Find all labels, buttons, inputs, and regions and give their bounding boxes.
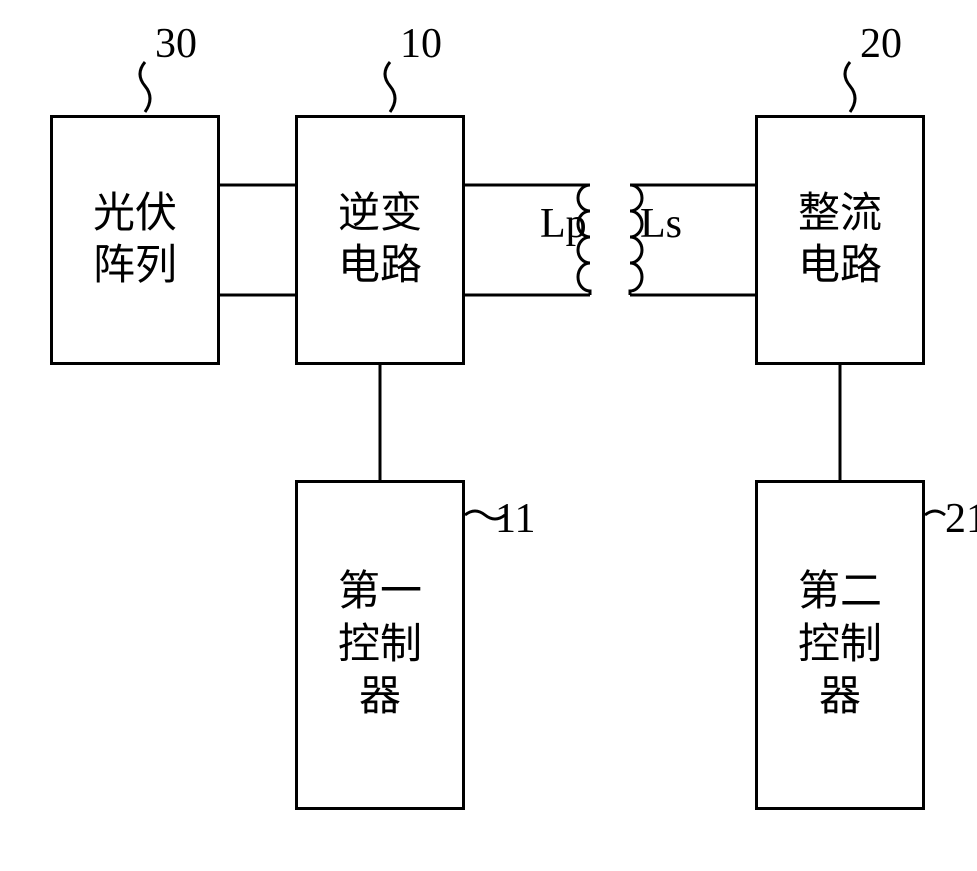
diagram-canvas: 光伏 阵列 逆变 电路 整流 电路 第一 控制 器 第二 控制 器 Lp Ls … [0,0,977,871]
box-pv-array: 光伏 阵列 [50,115,220,365]
box-controller-2-text: 第二 控制 器 [798,566,882,724]
ref-30: 30 [155,20,197,68]
box-rectifier: 整流 电路 [755,115,925,365]
ref-21: 21 [945,495,977,543]
callout-10 [385,62,395,112]
callout-21 [925,511,945,515]
ref-10: 10 [400,20,442,68]
ref-20: 20 [860,20,902,68]
box-inverter-text: 逆变 电路 [338,188,422,293]
box-controller-2: 第二 控制 器 [755,480,925,810]
box-controller-1-text: 第一 控制 器 [338,566,422,724]
ref-11: 11 [495,495,535,543]
box-inverter: 逆变 电路 [295,115,465,365]
box-rectifier-text: 整流 电路 [798,188,882,293]
callout-20 [845,62,855,112]
label-lp: Lp [540,200,587,248]
box-pv-array-text: 光伏 阵列 [93,188,177,293]
callout-30 [140,62,150,112]
box-controller-1: 第一 控制 器 [295,480,465,810]
label-ls: Ls [640,200,682,248]
